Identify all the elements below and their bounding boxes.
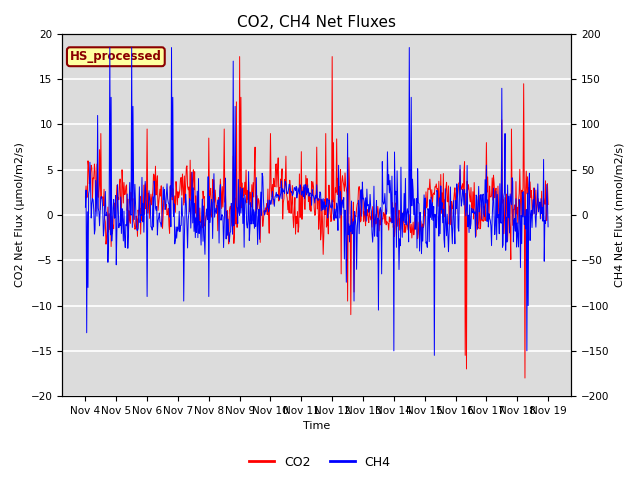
Title: CO2, CH4 Net Fluxes: CO2, CH4 Net Fluxes [237,15,396,30]
Y-axis label: CH4 Net Flux (nmol/m2/s): CH4 Net Flux (nmol/m2/s) [615,143,625,288]
X-axis label: Time: Time [303,421,330,432]
Text: HS_processed: HS_processed [70,50,162,63]
Y-axis label: CO2 Net Flux (μmol/m2/s): CO2 Net Flux (μmol/m2/s) [15,143,25,288]
Legend: CO2, CH4: CO2, CH4 [244,451,396,474]
